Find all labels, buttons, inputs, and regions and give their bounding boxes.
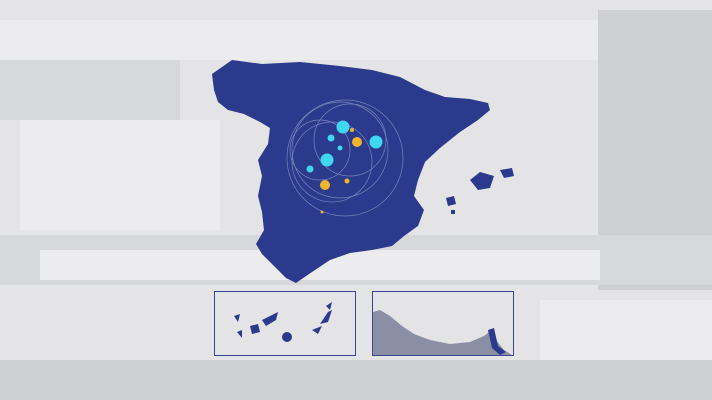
cyan-dot xyxy=(337,145,343,151)
cyan-dot xyxy=(336,120,350,134)
orange-dot xyxy=(320,210,324,214)
network-rings xyxy=(286,99,404,217)
background-band xyxy=(0,360,712,400)
orange-dot xyxy=(350,128,354,132)
cyan-dot xyxy=(306,165,314,173)
ceuta-melilla-inset xyxy=(372,291,514,356)
cyan-dot xyxy=(369,135,383,149)
background-band xyxy=(20,120,220,230)
orange-dot xyxy=(320,180,330,190)
canary-islands-inset xyxy=(214,291,356,356)
mainland-spain xyxy=(212,60,490,283)
orange-dot xyxy=(352,137,362,147)
balearic-islands xyxy=(446,168,514,214)
cyan-dot xyxy=(320,153,334,167)
background-band xyxy=(0,60,180,120)
background-band xyxy=(540,300,712,360)
background-band xyxy=(0,20,600,60)
data-dots xyxy=(306,120,383,214)
cyan-dot xyxy=(327,134,335,142)
north-africa-coast xyxy=(373,310,512,355)
orange-dot xyxy=(344,178,350,184)
